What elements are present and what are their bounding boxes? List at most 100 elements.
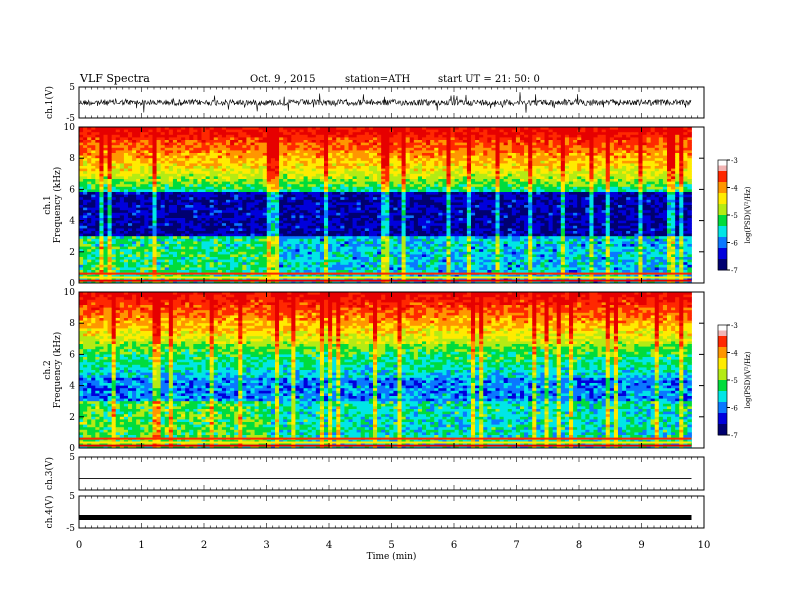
spectro-cell [226,160,231,164]
spectro-cell [250,270,255,273]
spectro-cell [299,210,304,214]
spectro-cell [213,199,219,203]
spectro-cell [123,158,129,162]
spectro-cell [319,246,325,250]
spectro-cell [340,129,345,133]
spectro-cell [111,186,117,190]
spectro-cell [283,194,288,198]
spectro-cell [270,262,276,266]
spectro-cell [295,251,300,255]
spectro-cell [283,254,288,258]
spectro-cell [242,225,247,229]
spectro-cell [197,171,202,175]
spectro-cell [140,233,145,237]
spectro-cell [119,145,125,149]
spectro-cell [148,238,153,242]
spectro-cell [185,179,190,182]
spectro-cell [340,236,345,240]
spectro-cell [360,137,366,141]
spectro-cell [266,254,272,258]
spectro-cell [373,127,378,130]
spectro-cell [352,241,358,245]
spectro-cell [144,207,149,211]
spectro-cell [99,145,104,149]
spectro-cell [303,150,309,154]
spectro-cell [283,264,288,268]
spectro-cell [201,228,206,232]
spectro-cell [164,176,170,180]
spectro-cell [160,179,166,182]
spectro-cell [128,249,133,253]
spectro-cell [123,264,129,268]
spectro-cell [368,140,374,143]
spectro-cell [250,145,255,149]
spectro-cell [103,147,108,151]
spectro-cell [156,158,162,162]
spectro-cell [181,267,186,271]
spectro-cell [226,179,231,182]
spectro-cell [381,218,386,221]
spectro-cell [246,233,251,237]
spectro-cell [373,218,378,221]
spectro-cell [254,192,260,195]
spectro-cell [356,179,362,182]
spectro-cell [79,158,84,162]
spectro-cell [319,127,325,130]
spectro-cell [193,254,198,258]
spectro-cell [201,140,206,143]
spectro-cell [348,223,353,227]
spectro-cell [315,171,321,175]
spectro-cell [128,186,133,190]
spectro-cell [332,267,337,271]
spectro-cell [328,199,333,203]
spectro-cell [283,249,288,253]
spectro-cell [79,220,84,224]
spectro-cell [275,140,280,143]
spectro-cell [123,241,129,245]
spectro-cell [226,137,231,141]
spectro-cell [181,264,186,268]
spectro-cell [381,127,386,130]
spectro-cell [103,202,108,206]
spectro-cell [111,199,117,203]
spectro-cell [123,171,129,175]
spectro-cell [144,163,149,167]
spectro-cell [160,259,166,263]
spectro-cell [352,137,358,141]
spectro-cell [258,277,264,281]
spectro-cell [177,137,182,141]
spectro-cell [217,215,223,219]
spectro-cell [234,155,239,159]
spectro-cell [238,186,243,190]
spectro-cell [148,184,153,188]
spectro-cell [132,241,137,245]
spectro-cell [140,168,145,172]
spectro-cell [250,251,255,255]
spectro-cell [307,223,313,227]
spectro-cell [275,280,280,284]
spectro-cell [115,160,121,164]
spectro-cell [328,155,333,159]
spectro-cell [177,218,182,221]
spectro-cell [381,160,386,164]
spectro-cell [381,210,386,214]
spectro-cell [307,155,313,159]
spectro-cell [242,189,247,193]
spectro-cell [103,192,108,195]
spectro-cell [209,233,215,237]
spectro-cell [328,225,333,229]
spectro-cell [238,160,243,164]
spectro-cell [221,202,227,206]
spectro-cell [242,202,247,206]
spectro-cell [234,168,239,172]
spectro-cell [295,176,300,180]
spectro-cell [189,233,194,237]
spectro-cell [144,199,149,203]
spectro-cell [381,158,386,162]
spectro-cell [377,140,382,143]
spectro-cell [299,127,304,130]
spectro-cell [389,145,394,149]
spectro-cell [205,189,211,193]
spectro-cell [389,215,394,219]
spectro-cell [201,150,206,154]
